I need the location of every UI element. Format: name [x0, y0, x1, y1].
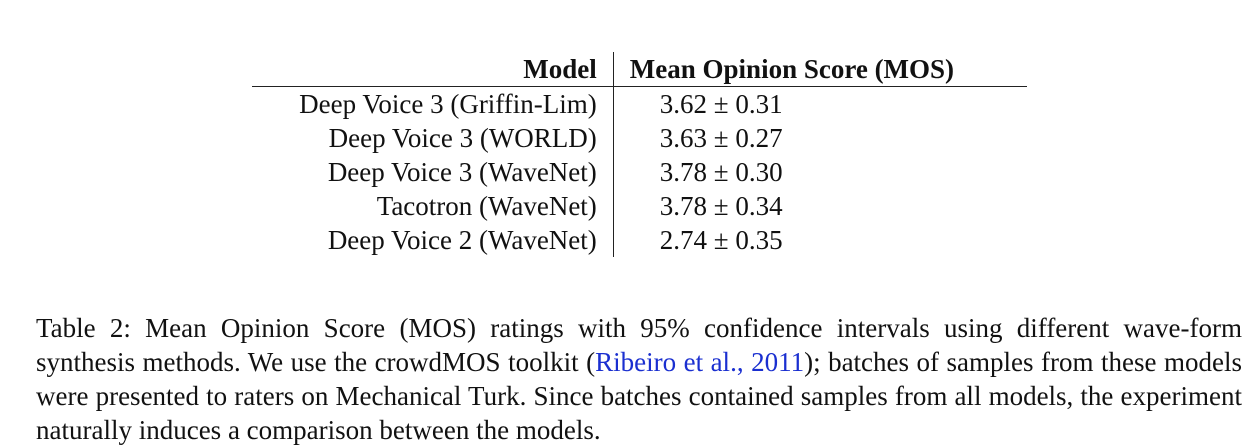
- model-cell: Deep Voice 3 (WORLD): [252, 121, 614, 155]
- mos-cell: 2.74 ± 0.35: [659, 225, 783, 255]
- table-row: Deep Voice 3 (Griffin-Lim) 3.62 ± 0.31: [252, 86, 1027, 121]
- mos-table: Model Mean Opinion Score (MOS) Deep Voic…: [252, 52, 1027, 257]
- table-row: Tacotron (WaveNet) 3.78 ± 0.34: [252, 189, 1027, 223]
- table-row: Deep Voice 3 (WORLD) 3.63 ± 0.27: [252, 121, 1027, 155]
- mos-cell: 3.63 ± 0.27: [659, 123, 783, 153]
- model-cell: Deep Voice 3 (WaveNet): [252, 155, 614, 189]
- header-mos: Mean Opinion Score (MOS): [613, 52, 1027, 87]
- table-header-row: Model Mean Opinion Score (MOS): [252, 52, 1027, 87]
- table-caption: Table 2: Mean Opinion Score (MOS) rating…: [36, 311, 1242, 447]
- citation-link[interactable]: Ribeiro et al., 2011: [595, 347, 805, 377]
- mos-cell: 3.78 ± 0.30: [659, 157, 783, 187]
- table-row: Deep Voice 2 (WaveNet) 2.74 ± 0.35: [252, 223, 1027, 257]
- caption-text-start: Table 2: Mean Opinion Score (MOS) rating…: [36, 313, 1242, 377]
- table-row: Deep Voice 3 (WaveNet) 3.78 ± 0.30: [252, 155, 1027, 189]
- mos-cell: 3.78 ± 0.34: [659, 191, 783, 221]
- model-cell: Deep Voice 3 (Griffin-Lim): [252, 86, 614, 121]
- model-cell: Deep Voice 2 (WaveNet): [252, 223, 614, 257]
- mos-table-container: Model Mean Opinion Score (MOS) Deep Voic…: [252, 52, 1027, 257]
- header-model: Model: [252, 52, 614, 87]
- model-cell: Tacotron (WaveNet): [252, 189, 614, 223]
- mos-cell: 3.62 ± 0.31: [659, 89, 783, 119]
